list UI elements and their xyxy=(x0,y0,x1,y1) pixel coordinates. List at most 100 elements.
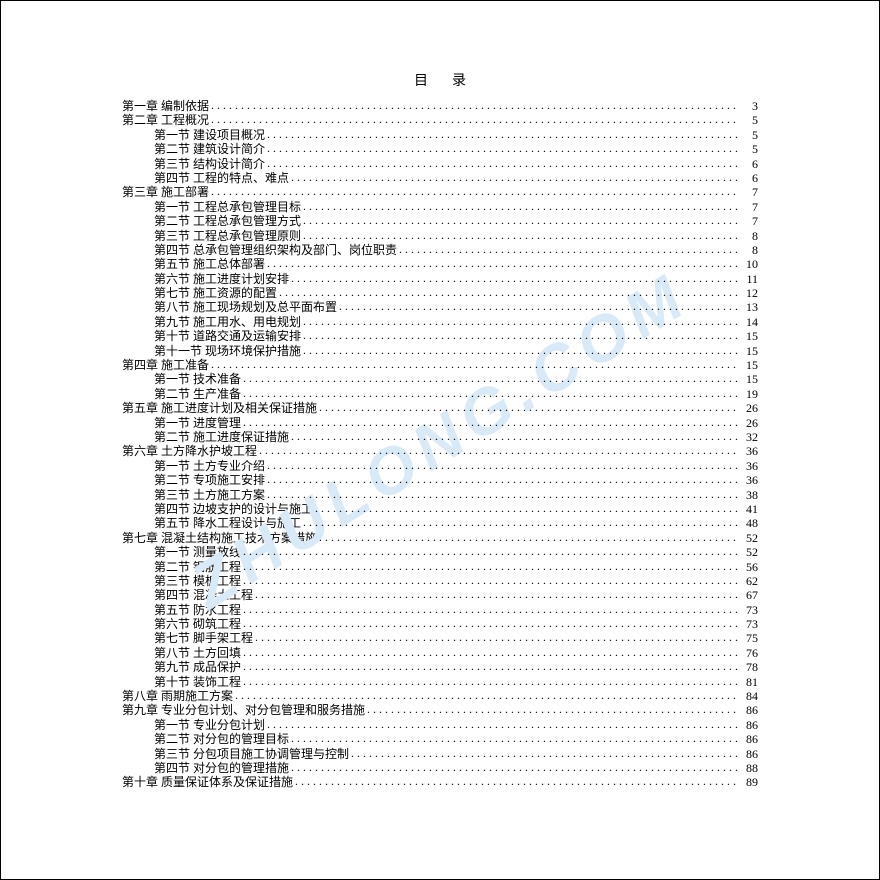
toc-page-number: 6 xyxy=(740,157,758,171)
toc-label: 第三节 土方施工方案 xyxy=(154,488,265,502)
toc-page-number: 26 xyxy=(740,416,758,430)
toc-label: 第十章 质量保证体系及保证措施 xyxy=(122,775,293,789)
toc-row: 第四节 工程的特点、难点 6 xyxy=(122,170,758,184)
toc-row: 第一节 土方专业介绍36 xyxy=(122,458,758,472)
toc-row: 第七节 施工资源的配置12 xyxy=(122,285,758,299)
toc-page-number: 8 xyxy=(740,229,758,243)
toc-page-number: 10 xyxy=(740,257,758,271)
toc-page-number: 11 xyxy=(740,272,758,286)
toc-leader-dots xyxy=(243,645,738,657)
toc-label: 第四节 边坡支护的设计与施工 xyxy=(154,502,313,516)
toc-row: 第二节 工程总承包管理方式7 xyxy=(122,213,758,227)
toc-leader-dots xyxy=(279,285,738,297)
toc-label: 第六节 砌筑工程 xyxy=(154,617,241,631)
toc-label: 第五节 施工总体部署 xyxy=(154,257,265,271)
toc-label: 第十节 装饰工程 xyxy=(154,675,241,689)
toc-leader-dots xyxy=(267,717,738,729)
toc-row: 第十节 道路交通及运输安排15 xyxy=(122,328,758,342)
toc-row: 第四章 施工准备15 xyxy=(122,357,758,371)
toc-row: 第一节 进度管理26 xyxy=(122,415,758,429)
toc-row: 第三节 模板工程 62 xyxy=(122,573,758,587)
toc-label: 第七节 脚手架工程 xyxy=(154,631,253,645)
toc-label: 第二节 对分包的管理目标 xyxy=(154,732,289,746)
toc-label: 第二节 工程总承包管理方式 xyxy=(154,214,301,228)
toc-leader-dots xyxy=(303,213,738,225)
toc-row: 第四节 混凝土工程67 xyxy=(122,587,758,601)
toc-row: 第三章 施工部署 7 xyxy=(122,184,758,198)
toc-row: 第一节 技术准备15 xyxy=(122,371,758,385)
toc-leader-dots xyxy=(211,184,738,196)
toc-page-number: 86 xyxy=(740,732,758,746)
toc-label: 第一节 专业分包计划 xyxy=(154,718,265,732)
toc-row: 第一节 工程总承包管理目标7 xyxy=(122,199,758,213)
toc-row: 第二节 施工进度保证措施32 xyxy=(122,429,758,443)
toc-row: 第三节 工程总承包管理原则8 xyxy=(122,228,758,242)
toc-page-number: 78 xyxy=(740,660,758,674)
toc-label: 第四节 总承包管理组织架构及部门、岗位职责 xyxy=(154,243,397,257)
toc-page-number: 7 xyxy=(740,185,758,199)
toc-label: 第十一节 现场环境保护措施 xyxy=(154,344,301,358)
toc-leader-dots xyxy=(291,760,738,772)
toc-leader-dots xyxy=(295,774,738,786)
page: ZHULONG.COM 目录 第一章 编制依据3第二章 工程概况5第一节 建设项… xyxy=(0,0,880,880)
toc-page-number: 5 xyxy=(740,113,758,127)
toc-row: 第二节 专项施工安排36 xyxy=(122,472,758,486)
toc-leader-dots xyxy=(303,343,738,355)
toc-label: 第二节 专项施工安排 xyxy=(154,473,265,487)
toc-row: 第四节 总承包管理组织架构及部门、岗位职责8 xyxy=(122,242,758,256)
toc-page-number: 84 xyxy=(740,689,758,703)
toc-label: 第九节 施工用水、用电规划 xyxy=(154,315,301,329)
toc-page-number: 81 xyxy=(740,675,758,689)
toc-leader-dots xyxy=(243,559,738,571)
toc-leader-dots xyxy=(211,357,738,369)
toc-label: 第三节 模板工程 xyxy=(154,574,241,588)
toc-leader-dots xyxy=(291,731,738,743)
toc-label: 第八节 土方回填 xyxy=(154,646,241,660)
toc-leader-dots xyxy=(243,415,738,427)
toc-row: 第二节 对分包的管理目标 86 xyxy=(122,731,758,745)
toc-page-number: 86 xyxy=(740,747,758,761)
toc-page-number: 62 xyxy=(740,574,758,588)
toc-label: 第十节 道路交通及运输安排 xyxy=(154,329,301,343)
toc-row: 第十章 质量保证体系及保证措施89 xyxy=(122,774,758,788)
toc-label: 第一节 建设项目概况 xyxy=(154,128,265,142)
toc-row: 第一节 专业分包计划 86 xyxy=(122,717,758,731)
toc-leader-dots xyxy=(255,630,738,642)
toc-leader-dots xyxy=(243,616,738,628)
toc-label: 第二节 建筑设计简介 xyxy=(154,142,265,156)
toc-page-number: 36 xyxy=(740,444,758,458)
toc-leader-dots xyxy=(291,429,738,441)
toc-row: 第九节 施工用水、用电规划14 xyxy=(122,314,758,328)
toc-page-number: 76 xyxy=(740,646,758,660)
toc-row: 第八节 土方回填 76 xyxy=(122,645,758,659)
toc-row: 第六节 砌筑工程73 xyxy=(122,616,758,630)
toc-page-number: 38 xyxy=(740,488,758,502)
toc-page-number: 6 xyxy=(740,171,758,185)
toc-label: 第四节 混凝土工程 xyxy=(154,588,253,602)
toc-page-number: 26 xyxy=(740,401,758,415)
toc-row: 第五节 防水工程73 xyxy=(122,602,758,616)
toc-leader-dots xyxy=(243,674,738,686)
toc-row: 第三节 分包项目施工协调管理与控制86 xyxy=(122,746,758,760)
toc-row: 第六章 土方降水护坡工程36 xyxy=(122,443,758,457)
toc-leader-dots xyxy=(291,271,738,283)
toc-leader-dots xyxy=(303,515,738,527)
toc-label: 第二节 钢筋工程 xyxy=(154,560,241,574)
toc-page-number: 86 xyxy=(740,718,758,732)
toc-label: 第一节 测量放线 xyxy=(154,545,241,559)
toc-label: 第八章 雨期施工方案 xyxy=(122,689,233,703)
toc-leader-dots xyxy=(243,371,738,383)
toc-row: 第三节 结构设计简介 6 xyxy=(122,156,758,170)
toc-label: 第四节 工程的特点、难点 xyxy=(154,171,289,185)
toc-label: 第八节 施工现场规划及总平面布置 xyxy=(154,300,337,314)
toc-row: 第五节 施工总体部署 10 xyxy=(122,256,758,270)
toc-row: 第二章 工程概况5 xyxy=(122,112,758,126)
toc-leader-dots xyxy=(267,487,738,499)
toc-label: 第五节 防水工程 xyxy=(154,603,241,617)
toc-row: 第八节 施工现场规划及总平面布置13 xyxy=(122,299,758,313)
toc-page-number: 12 xyxy=(740,286,758,300)
toc-leader-dots xyxy=(243,573,738,585)
toc-label: 第三节 结构设计简介 xyxy=(154,157,265,171)
toc-label: 第三章 施工部署 xyxy=(122,185,209,199)
toc-leader-dots xyxy=(367,702,738,714)
